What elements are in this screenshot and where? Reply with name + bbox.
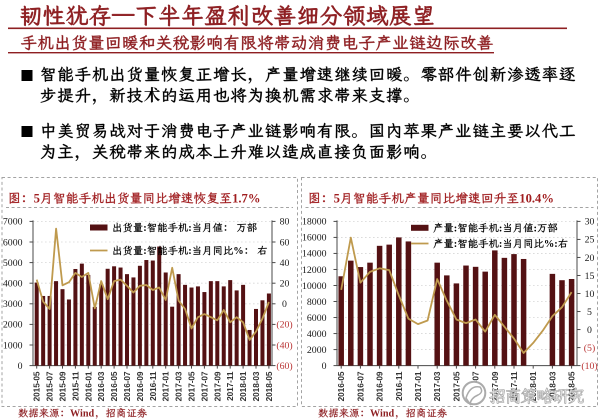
svg-text:5: 5: [587, 307, 592, 318]
svg-text:2015-11: 2015-11: [70, 371, 80, 401]
svg-text:14000: 14000: [302, 249, 327, 260]
svg-text:16000: 16000: [302, 233, 327, 244]
svg-text:2015-05: 2015-05: [32, 371, 42, 401]
svg-text:20: 20: [280, 279, 290, 290]
svg-text:5: 5: [34, 192, 40, 206]
svg-text:1000: 1000: [3, 340, 23, 351]
svg-text:2017-01: 2017-01: [413, 371, 423, 401]
svg-text:0: 0: [282, 299, 287, 310]
svg-text:8000: 8000: [307, 297, 327, 308]
svg-text::: :: [499, 223, 502, 234]
svg-text:20: 20: [585, 253, 595, 264]
svg-text:2016-07: 2016-07: [122, 371, 132, 401]
svg-text:4000: 4000: [307, 329, 327, 340]
svg-text:0: 0: [18, 361, 23, 372]
svg-text:2017-09: 2017-09: [490, 371, 500, 401]
svg-text::: :: [499, 239, 502, 250]
svg-text:2016-05: 2016-05: [109, 371, 119, 401]
svg-text::: :: [188, 246, 191, 257]
svg-text:2017-09: 2017-09: [212, 371, 222, 401]
svg-text:2017-05: 2017-05: [187, 371, 197, 401]
svg-text:40: 40: [280, 258, 290, 269]
svg-text:%: %: [233, 246, 243, 257]
svg-text:7000: 7000: [3, 217, 23, 228]
svg-text:2016-11: 2016-11: [148, 371, 158, 401]
svg-text:2017-11: 2017-11: [509, 371, 519, 401]
svg-text::: :: [143, 246, 146, 257]
svg-text:(40): (40): [276, 340, 292, 351]
svg-text:10000: 10000: [302, 281, 327, 292]
svg-text:2016-01: 2016-01: [83, 371, 93, 401]
svg-text:18000: 18000: [302, 217, 327, 228]
svg-text:25: 25: [585, 235, 595, 246]
svg-text:2017-07: 2017-07: [199, 371, 209, 401]
svg-text:2017-03: 2017-03: [174, 371, 184, 401]
svg-text:2017-03: 2017-03: [432, 371, 442, 401]
svg-text:80: 80: [280, 217, 290, 228]
svg-text:10: 10: [585, 289, 595, 300]
svg-text:2016-03: 2016-03: [96, 371, 106, 401]
svg-text:2018-03: 2018-03: [547, 371, 557, 401]
svg-text:1.7%: 1.7%: [232, 192, 260, 206]
svg-text:4000: 4000: [3, 279, 23, 290]
svg-text::: :: [143, 223, 146, 234]
svg-text::: :: [534, 223, 537, 234]
svg-text:3000: 3000: [3, 299, 23, 310]
svg-text:2018-01: 2018-01: [238, 371, 248, 401]
svg-text:30: 30: [585, 217, 595, 228]
svg-text:(20): (20): [276, 320, 292, 331]
svg-text:2017-05: 2017-05: [451, 371, 461, 401]
svg-text:2015-09: 2015-09: [58, 371, 68, 401]
svg-text:6000: 6000: [3, 237, 23, 248]
svg-text:%:: %:: [544, 239, 558, 250]
svg-text:2018-01: 2018-01: [528, 371, 538, 401]
svg-text:2016-11: 2016-11: [394, 371, 404, 401]
svg-text:15: 15: [585, 271, 595, 282]
svg-text:5: 5: [334, 192, 340, 206]
svg-text:12000: 12000: [302, 265, 327, 276]
svg-text:60: 60: [280, 237, 290, 248]
svg-text:(60): (60): [276, 361, 292, 372]
svg-text:5000: 5000: [3, 258, 23, 269]
svg-text:2017-11: 2017-11: [225, 371, 235, 401]
svg-text:10.4%: 10.4%: [519, 192, 554, 206]
svg-text:2000: 2000: [307, 345, 327, 356]
svg-text:2000: 2000: [3, 320, 23, 331]
svg-text:6000: 6000: [307, 313, 327, 324]
svg-text:2016-09: 2016-09: [375, 371, 385, 401]
svg-text:(10): (10): [581, 361, 597, 372]
svg-text:2016-07: 2016-07: [355, 371, 365, 401]
svg-text:2018-05: 2018-05: [567, 371, 577, 401]
svg-text::: :: [454, 239, 457, 250]
svg-text:2015-07: 2015-07: [45, 371, 55, 401]
svg-text:0: 0: [587, 325, 592, 336]
svg-text:Wind: Wind: [70, 409, 94, 420]
svg-text::: :: [188, 223, 191, 234]
svg-text::: :: [454, 223, 457, 234]
svg-text:(5): (5): [584, 343, 595, 354]
svg-text:Wind: Wind: [370, 409, 394, 420]
svg-text:2016-05: 2016-05: [336, 371, 346, 401]
svg-text:2018-03: 2018-03: [251, 371, 261, 401]
svg-text:2018-05: 2018-05: [264, 371, 274, 401]
svg-text:0: 0: [322, 361, 327, 372]
svg-text:2016-09: 2016-09: [135, 371, 145, 401]
svg-text:2017-01: 2017-01: [161, 371, 171, 401]
